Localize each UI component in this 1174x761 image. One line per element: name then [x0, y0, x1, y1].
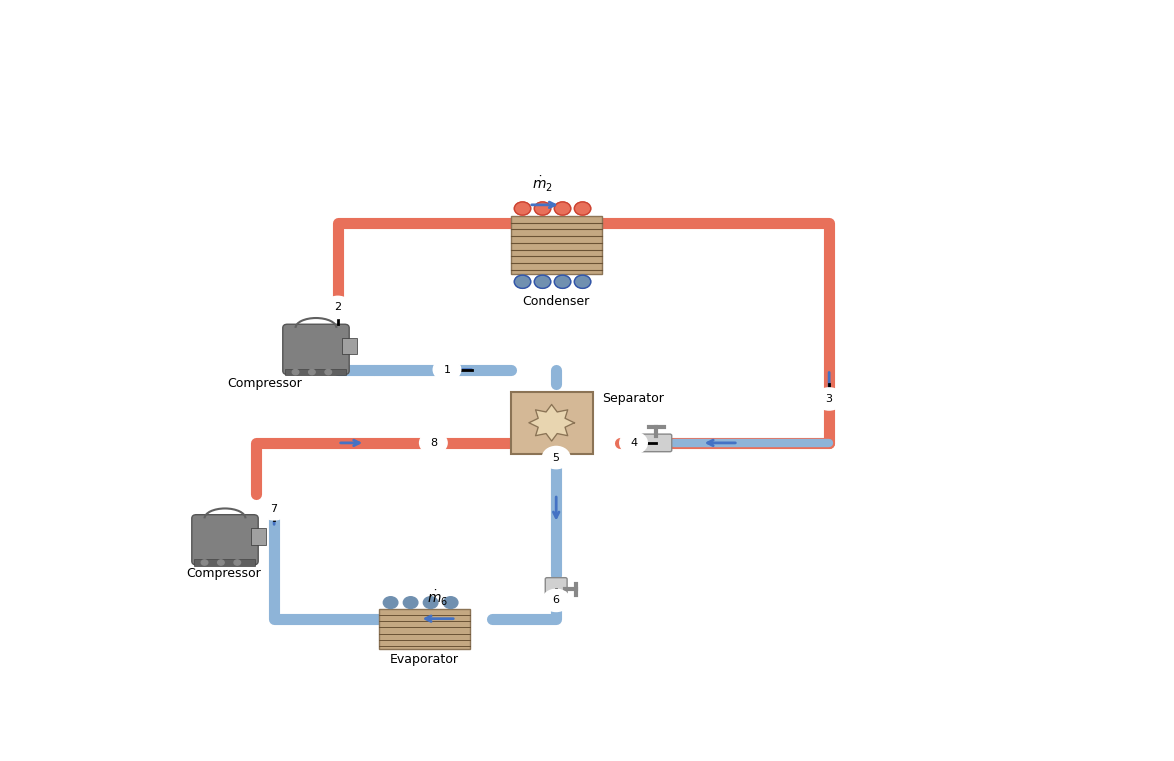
FancyBboxPatch shape	[285, 369, 346, 375]
FancyBboxPatch shape	[627, 439, 641, 447]
Text: 4: 4	[630, 438, 637, 448]
Circle shape	[554, 202, 571, 215]
Text: $\dot{m}_2$: $\dot{m}_2$	[532, 175, 553, 194]
Circle shape	[404, 597, 418, 609]
Circle shape	[574, 202, 591, 215]
Text: 5: 5	[553, 453, 560, 463]
Circle shape	[816, 388, 843, 410]
Circle shape	[201, 560, 208, 565]
Circle shape	[324, 297, 351, 318]
Circle shape	[542, 589, 569, 611]
Text: 8: 8	[430, 438, 437, 448]
Circle shape	[420, 432, 447, 454]
Circle shape	[514, 275, 531, 288]
Circle shape	[234, 560, 241, 565]
Text: Compressor: Compressor	[187, 568, 262, 581]
Circle shape	[514, 202, 531, 215]
Circle shape	[534, 275, 551, 288]
Circle shape	[620, 432, 647, 454]
Circle shape	[309, 369, 315, 374]
FancyBboxPatch shape	[251, 528, 266, 545]
Circle shape	[444, 597, 458, 609]
Circle shape	[542, 447, 569, 469]
Circle shape	[383, 597, 398, 609]
FancyBboxPatch shape	[511, 392, 593, 454]
Circle shape	[217, 560, 224, 565]
Circle shape	[574, 275, 591, 288]
Text: 6: 6	[553, 595, 560, 606]
Text: Evaporator: Evaporator	[390, 653, 459, 666]
Circle shape	[534, 202, 551, 215]
Circle shape	[554, 275, 571, 288]
FancyBboxPatch shape	[194, 559, 255, 566]
FancyBboxPatch shape	[342, 338, 357, 355]
Text: 7: 7	[270, 504, 278, 514]
FancyBboxPatch shape	[191, 514, 258, 565]
Circle shape	[433, 358, 460, 380]
Circle shape	[424, 597, 438, 609]
Circle shape	[292, 369, 299, 374]
Polygon shape	[529, 404, 574, 441]
FancyBboxPatch shape	[511, 216, 602, 275]
Circle shape	[261, 498, 288, 520]
FancyBboxPatch shape	[283, 324, 349, 374]
Text: Separator: Separator	[602, 392, 663, 405]
FancyBboxPatch shape	[545, 578, 567, 604]
Text: Condenser: Condenser	[522, 295, 589, 308]
FancyBboxPatch shape	[636, 434, 672, 452]
Text: 2: 2	[335, 302, 342, 313]
Text: 1: 1	[444, 365, 451, 374]
FancyBboxPatch shape	[379, 609, 470, 649]
Text: Compressor: Compressor	[228, 377, 303, 390]
Text: 3: 3	[825, 394, 832, 404]
Text: $\dot{m}_6$: $\dot{m}_6$	[427, 588, 448, 608]
Circle shape	[325, 369, 331, 374]
